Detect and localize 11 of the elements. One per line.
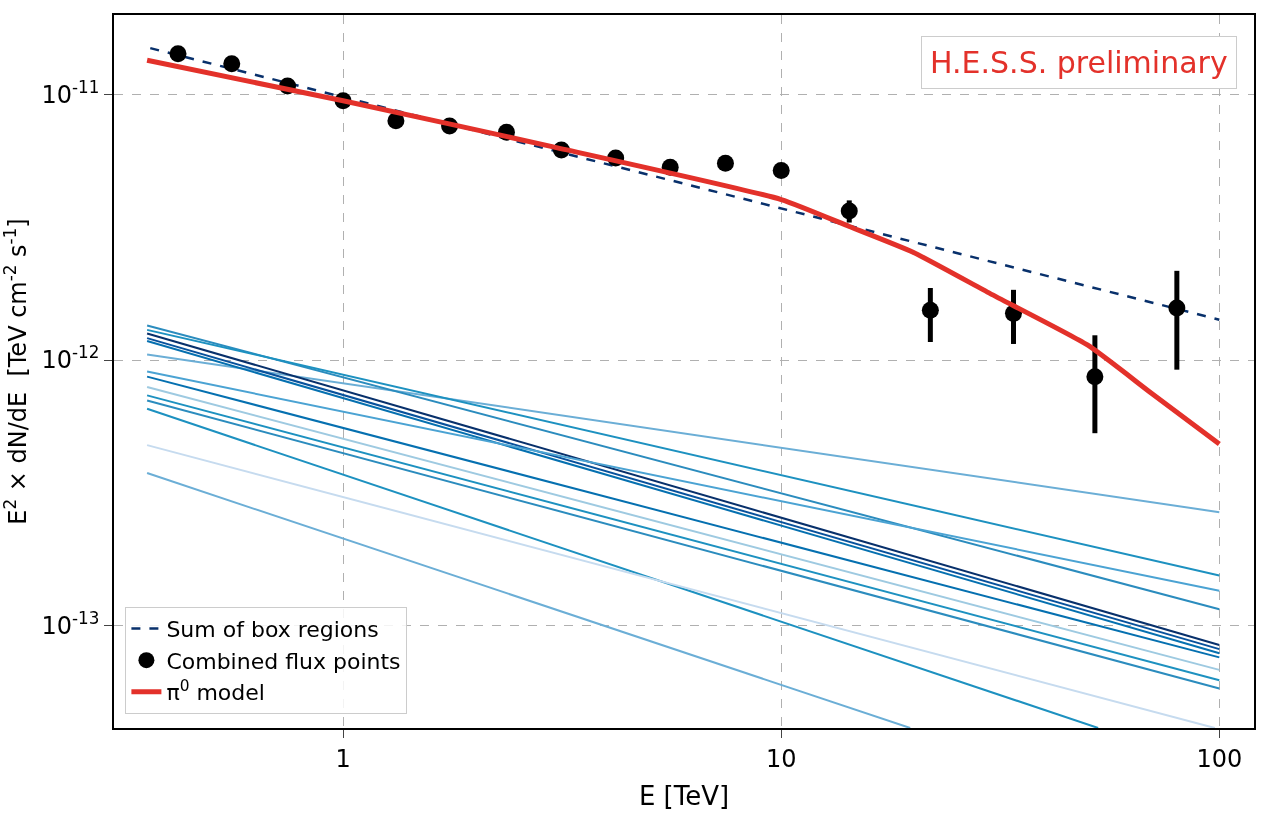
x-tick-label: 10 bbox=[765, 744, 797, 773]
x-axis-title: E [TeV] bbox=[638, 780, 730, 811]
y-tick-label: 10$^{-13}$ bbox=[41, 607, 100, 640]
x-tick-label: 100 bbox=[1196, 744, 1243, 773]
legend-label: Sum of box regions bbox=[166, 617, 379, 643]
y-tick-label: 10$^{-12}$ bbox=[41, 342, 100, 375]
legend-label: Combined flux points bbox=[166, 648, 401, 674]
y-tick-label: 10$^{-11}$ bbox=[41, 77, 100, 110]
annotation: H.E.S.S. preliminary bbox=[930, 45, 1228, 80]
legend-label: π$^{0}$ model bbox=[166, 677, 265, 706]
x-tick-label: 1 bbox=[335, 744, 351, 773]
